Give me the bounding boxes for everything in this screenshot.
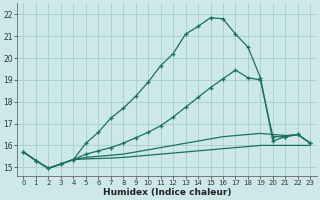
X-axis label: Humidex (Indice chaleur): Humidex (Indice chaleur) xyxy=(103,188,231,197)
